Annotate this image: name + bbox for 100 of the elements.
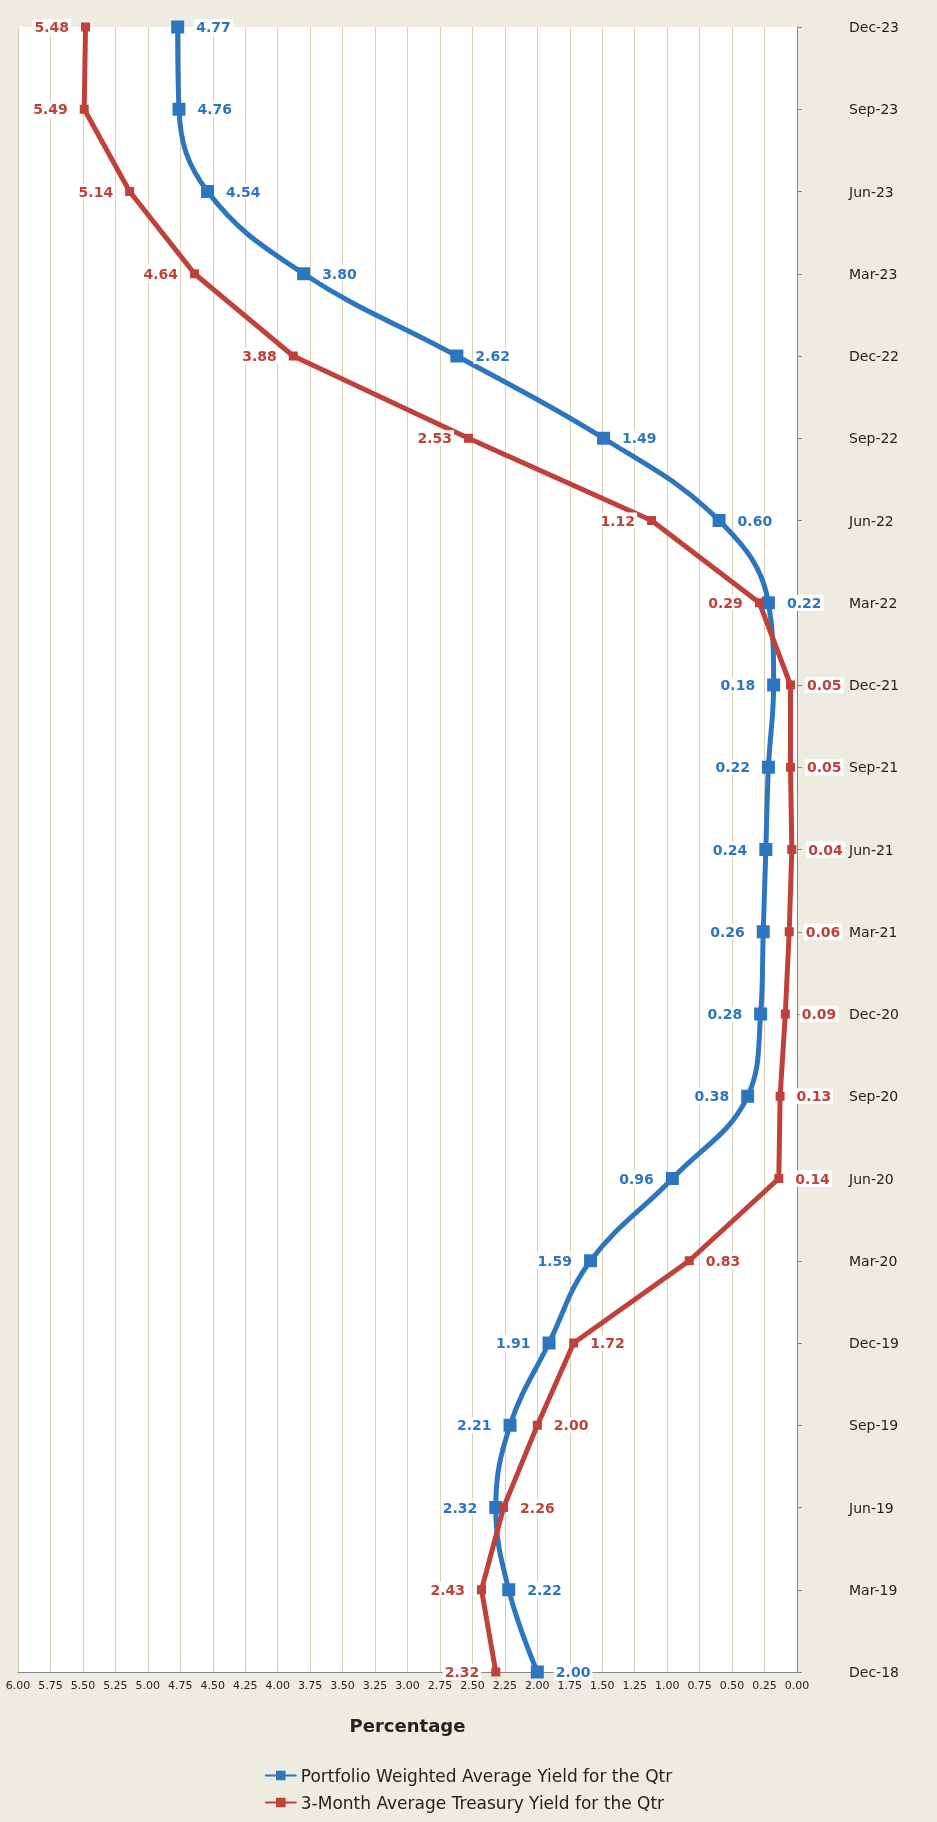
point	[297, 267, 311, 281]
data-label: 2.21	[457, 1417, 492, 1434]
x-tick-label: 3.00	[395, 1679, 420, 1692]
data-label: 2.43	[430, 1581, 466, 1598]
x-tick-label: 4.50	[200, 1679, 225, 1692]
x-axis-title: Percentage	[349, 1714, 466, 1736]
x-tick-label: 2.00	[525, 1679, 550, 1692]
point	[499, 1503, 509, 1512]
y-tick-label: Jun-19	[848, 1499, 894, 1516]
point	[761, 760, 775, 774]
point	[754, 598, 764, 608]
data-label: 0.38	[694, 1088, 730, 1105]
data-label: 5.49	[33, 101, 68, 118]
point	[684, 1256, 694, 1266]
data-label: 2.26	[520, 1499, 555, 1516]
x-tick-label: 6.00	[5, 1679, 31, 1692]
point	[784, 927, 794, 937]
data-label: 0.83	[705, 1252, 741, 1269]
data-label: 4.64	[143, 265, 179, 282]
point	[288, 351, 298, 361]
x-tick-label: 4.75	[168, 1679, 193, 1692]
point	[712, 514, 726, 527]
data-label: 2.62	[475, 348, 510, 364]
point	[780, 1009, 790, 1019]
data-label: 3.80	[322, 265, 357, 282]
data-label: 0.18	[720, 677, 756, 693]
point	[530, 1665, 544, 1679]
x-tick-label: 1.50	[590, 1679, 615, 1692]
y-tick-label: Jun-21	[848, 841, 894, 858]
y-tick-label: Mar-23	[849, 265, 898, 282]
data-label: 4.76	[197, 101, 233, 118]
x-tick-label: 4.00	[265, 1679, 290, 1692]
y-tick-label: Sep-19	[849, 1417, 899, 1434]
data-label: 1.12	[600, 512, 636, 529]
point	[786, 680, 796, 690]
point	[647, 516, 657, 525]
data-label: 0.22	[786, 594, 822, 611]
x-tick-label: 3.75	[297, 1679, 323, 1692]
y-tick-label: Dec-19	[849, 1335, 899, 1351]
y-tick-label: Jun-23	[848, 183, 894, 200]
data-label: 0.28	[707, 1006, 743, 1022]
point	[774, 1174, 784, 1183]
data-label: 0.96	[619, 1170, 654, 1187]
legend-label: Portfolio Weighted Average Yield for the Qtr	[300, 1765, 673, 1786]
y-tick-label: Mar-21	[849, 923, 898, 940]
x-tick-label: 5.75	[38, 1679, 63, 1692]
data-label: 1.72	[590, 1335, 625, 1351]
y-tick-label: Jun-20	[848, 1170, 894, 1187]
data-label: 0.06	[805, 923, 841, 940]
point	[584, 1254, 598, 1268]
x-tick-label: 0.75	[687, 1679, 712, 1692]
data-label: 1.49	[622, 430, 657, 447]
data-label: 2.00	[555, 1664, 591, 1680]
point	[190, 269, 200, 279]
point	[171, 20, 185, 34]
data-label: 0.24	[712, 841, 748, 858]
data-label: 2.53	[417, 430, 453, 447]
point	[125, 187, 135, 196]
data-label: 2.22	[527, 1581, 562, 1598]
x-tick-label: 2.50	[460, 1679, 485, 1692]
y-tick-label: Dec-18	[849, 1664, 899, 1680]
point	[741, 1089, 755, 1103]
x-tick-label: 0.50	[719, 1679, 745, 1692]
y-tick-label: Mar-20	[849, 1252, 898, 1269]
data-label: 0.14	[795, 1170, 831, 1187]
point	[464, 433, 474, 443]
data-label: 0.09	[801, 1006, 837, 1022]
x-tick-label: 3.25	[362, 1679, 388, 1692]
point	[569, 1338, 579, 1348]
point	[756, 925, 770, 939]
y-tick-label: Mar-19	[849, 1581, 898, 1598]
y-tick-label: Dec-20	[849, 1006, 899, 1022]
point	[597, 431, 611, 445]
x-tick-label: 5.50	[70, 1679, 96, 1692]
data-label: 2.32	[444, 1664, 480, 1680]
point	[450, 349, 464, 363]
x-tick-label: 4.25	[232, 1679, 258, 1692]
point	[81, 22, 91, 32]
x-tick-label: 2.25	[492, 1679, 518, 1692]
point	[532, 1420, 542, 1430]
y-tick-label: Jun-22	[848, 512, 894, 529]
point	[754, 1007, 768, 1021]
y-tick-label: Dec-22	[849, 348, 899, 364]
x-tick-label: 3.50	[330, 1679, 355, 1692]
y-tick-label: Sep-23	[849, 101, 899, 118]
point	[502, 1583, 516, 1597]
data-label: 1.91	[495, 1335, 531, 1351]
y-tick-label: Sep-20	[849, 1088, 899, 1105]
x-tick-label: 0.00	[784, 1679, 810, 1692]
data-label: 0.05	[807, 677, 842, 693]
x-tick-label: 1.75	[557, 1679, 583, 1692]
point	[767, 678, 781, 692]
x-tick-label: 1.25	[622, 1679, 647, 1692]
point	[201, 185, 215, 198]
data-label: 5.48	[34, 19, 70, 35]
y-tick-label: Sep-22	[849, 430, 899, 447]
y-tick-label: Dec-23	[849, 19, 899, 35]
point	[79, 104, 89, 114]
data-label: 0.26	[710, 923, 745, 940]
data-label: 4.54	[226, 183, 261, 200]
